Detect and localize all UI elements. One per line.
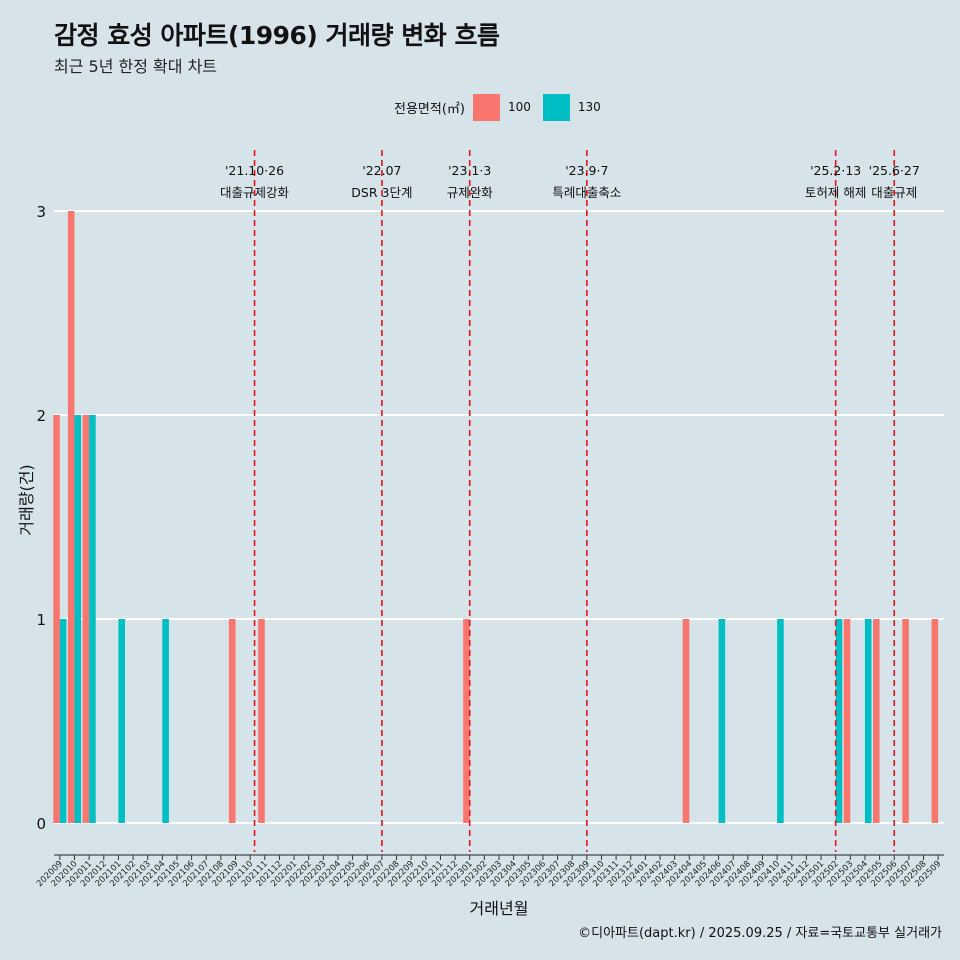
chart-subtitle: 최근 5년 한정 확대 차트	[54, 57, 218, 76]
bar-100-202404	[682, 619, 690, 823]
annotation-date-3: '23.1·3	[448, 163, 491, 178]
bar-100-202010	[67, 211, 75, 823]
source-caption: ©디아파트(dapt.kr) / 2025.09.25 / 자료=국토교통부 실…	[578, 926, 942, 941]
annotation-date-4: '23.9·7	[565, 163, 608, 178]
annotation-label-5: 토허제 해제	[805, 185, 866, 200]
legend-key-100	[472, 93, 500, 121]
legend: 전용면적(㎡) 100 130	[394, 93, 613, 121]
legend-key-130	[542, 93, 570, 121]
bar-100-202503	[843, 619, 851, 823]
bar-100-202011	[82, 415, 90, 823]
bar-130-202410	[777, 619, 784, 823]
bar-130-202009	[59, 619, 67, 823]
chart-title: 감정 효성 아파트(1996) 거래량 변화 흐름	[54, 21, 500, 50]
legend-label-130: 130	[577, 100, 601, 114]
annotation-date-1: '21.10·26	[225, 163, 284, 178]
y-tick-label-3: 3	[36, 203, 46, 221]
annotation-date-5: '25.2·13	[810, 163, 861, 178]
annotation-date-6: '25.6·27	[869, 163, 920, 178]
bar-130-202502	[835, 619, 843, 823]
annotation-label-6: 대출규제	[871, 185, 917, 200]
bar-100-202009	[53, 415, 60, 823]
y-tick-label-2: 2	[36, 407, 46, 425]
legend-title: 전용면적(㎡)	[394, 101, 465, 117]
bar-130-202504	[864, 619, 872, 823]
bar-130-202406	[718, 619, 726, 823]
bar-100-202111	[258, 619, 265, 823]
bar-100-202109	[228, 619, 236, 823]
bar-130-202011	[89, 415, 96, 823]
legend-label-100: 100	[507, 100, 531, 114]
bar-130-202104	[162, 619, 169, 823]
y-axis-title: 거래량(건)	[17, 464, 36, 535]
annotation-label-3: 규제완화	[447, 185, 494, 200]
annotation-date-2: '22.07	[362, 163, 401, 178]
bar-100-202507	[902, 619, 909, 823]
bar-100-202505	[873, 619, 880, 823]
bar-130-202101	[118, 619, 125, 823]
bar-130-202010	[74, 415, 82, 823]
bar-100-202509	[931, 619, 939, 823]
y-tick-label-0: 0	[36, 815, 46, 833]
x-axis-title: 거래년월	[470, 899, 529, 918]
annotation-label-4: 특례대출축소	[552, 185, 621, 200]
annotation-label-1: 대출규제강화	[220, 185, 290, 200]
y-tick-label-1: 1	[36, 611, 46, 629]
annotation-label-2: DSR 3단계	[351, 185, 412, 200]
bar-100-202301	[463, 619, 470, 823]
